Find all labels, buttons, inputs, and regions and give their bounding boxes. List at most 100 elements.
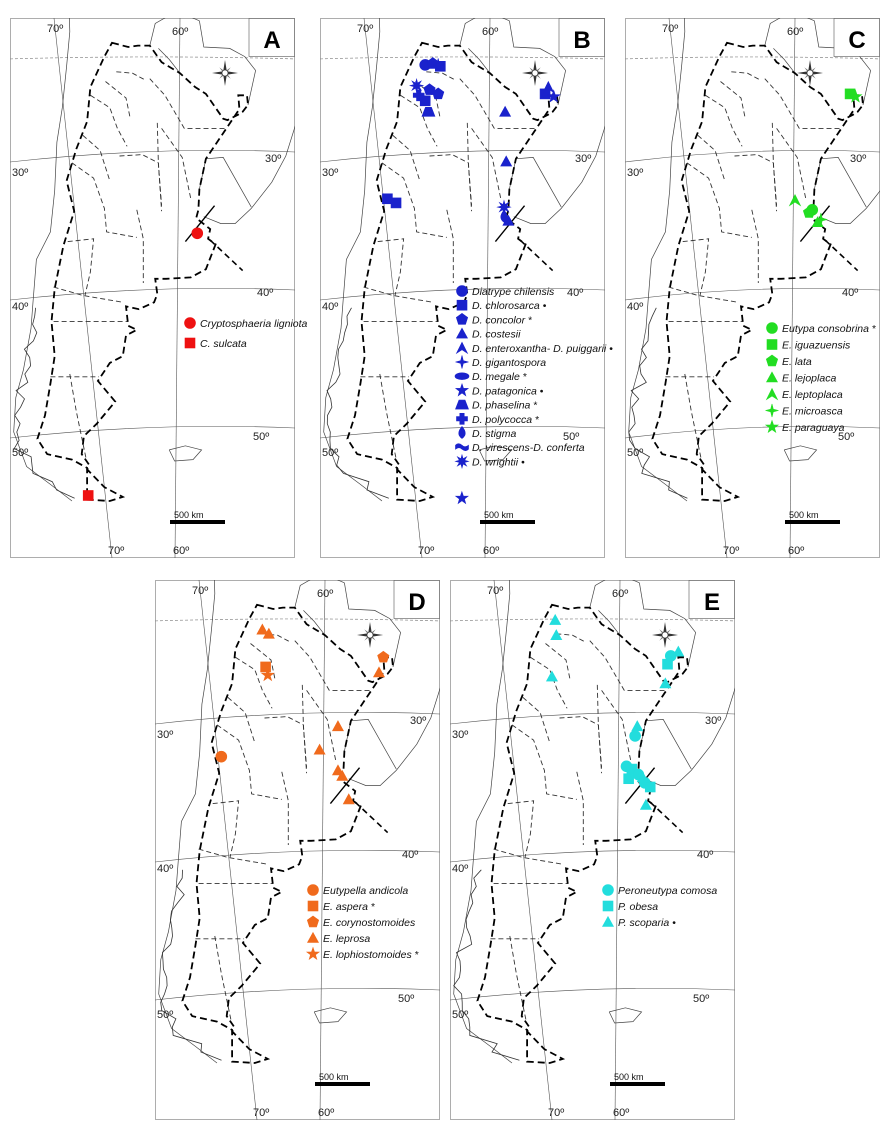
- legend-suffix: *: [371, 901, 375, 913]
- legend-label: Cryptosphaeria ligniota: [200, 318, 308, 330]
- legend-symbol: [766, 355, 777, 366]
- lon-label-60-bottom: 60º: [613, 1107, 629, 1119]
- lon-label-60-top: 60º: [482, 26, 498, 38]
- tropic-line: [155, 619, 440, 621]
- occurrence-marker: [456, 492, 468, 504]
- lat-label-40-left: 40º: [627, 301, 643, 313]
- lon-label-70-top: 70º: [47, 23, 63, 35]
- occurrence-marker: [660, 678, 671, 688]
- neighbor-outline: [199, 157, 251, 207]
- lat-label-30-right: 30º: [705, 715, 721, 727]
- province-border: [265, 717, 307, 774]
- legend-label: E. leprosa: [323, 933, 370, 945]
- legend-label: D. enteroxantha- D. puiggarii •: [472, 343, 613, 355]
- occurrence-marker: [501, 156, 512, 166]
- lat-label-40-right: 40º: [257, 287, 273, 299]
- lon-label-70-bottom: 70º: [418, 545, 434, 557]
- lon-label-70-bottom: 70º: [108, 545, 124, 557]
- panel-label: C: [848, 27, 865, 54]
- legend-symbol: [459, 427, 466, 439]
- legend-symbol: [456, 384, 468, 396]
- lon-label-60-bottom: 60º: [483, 545, 499, 557]
- province-border: [698, 135, 725, 181]
- province-border: [215, 936, 231, 1020]
- lat-label-50-left: 50º: [157, 1009, 173, 1021]
- legend-symbol: [457, 286, 468, 297]
- lat-label-30-left: 30º: [322, 167, 338, 179]
- lon-label-70-top: 70º: [487, 585, 503, 597]
- legend-label: D. concolor *: [472, 314, 532, 326]
- fjord-coast: [14, 308, 74, 498]
- legend-label: Eutypella andicola: [323, 885, 408, 897]
- legend-symbol: [457, 342, 468, 353]
- occurrence-marker: [420, 96, 430, 106]
- lat-label-30-right: 30º: [265, 153, 281, 165]
- lon-label-60-bottom: 60º: [173, 545, 189, 557]
- lon-label-70-top: 70º: [192, 585, 208, 597]
- tropic-line: [625, 57, 880, 59]
- legend-label: D. chlorosarca •: [472, 300, 547, 312]
- island-outline: [784, 446, 816, 461]
- province-border: [687, 163, 752, 238]
- compass-rose-icon: [522, 60, 548, 86]
- legend-symbol: [767, 389, 778, 400]
- legend-suffix: *: [535, 414, 539, 426]
- legend-symbol: [767, 372, 778, 382]
- legend-label: Diatrype chilensis: [472, 286, 555, 298]
- parallel-40: [450, 850, 735, 862]
- legend-symbol: [457, 413, 468, 424]
- parallel-40: [155, 850, 440, 862]
- occurrence-marker: [391, 198, 401, 208]
- legend-suffix: •: [609, 343, 613, 355]
- legend-label: P. scoparia •: [618, 917, 676, 929]
- map-panel-d: D 70º 60º 70º 60º 30º 30º 40º 40º 50º 50º 500 km Eut…: [155, 580, 440, 1120]
- occurrence-marker: [410, 79, 423, 92]
- province-border: [705, 95, 742, 146]
- occurrence-marker: [790, 195, 801, 206]
- panel-frame: [156, 581, 440, 1120]
- legend: Peroneutypa comosaP. obesaP. scoparia •: [603, 885, 718, 930]
- province-border: [577, 772, 584, 845]
- tropic-line: [10, 57, 295, 59]
- province-border: [157, 123, 161, 206]
- panel-label: D: [408, 589, 425, 616]
- lon-label-60-top: 60º: [787, 26, 803, 38]
- meridian-60: [790, 18, 795, 558]
- meridian-60: [615, 580, 620, 1120]
- province-border: [597, 685, 601, 768]
- legend: Eutypella andicolaE. aspera *E. corynosto…: [307, 885, 419, 962]
- lat-label-30-left: 30º: [627, 167, 643, 179]
- lat-label-50-left: 50º: [12, 447, 28, 459]
- legend-label: E. iguazuensis: [782, 340, 851, 352]
- panel-label: A: [263, 27, 280, 54]
- lat-label-30-left: 30º: [157, 729, 173, 741]
- panel-frame: [11, 19, 295, 558]
- legend-suffix: •: [540, 385, 544, 397]
- province-border: [380, 374, 396, 458]
- lat-label-50-right: 50º: [563, 431, 579, 443]
- province-border: [70, 374, 86, 458]
- occurrence-points: [216, 624, 389, 804]
- scale-bar-label: 500 km: [174, 510, 204, 520]
- province-border: [472, 128, 501, 198]
- lat-label-40-left: 40º: [452, 863, 468, 875]
- occurrence-marker: [624, 774, 634, 784]
- legend-symbol: [457, 300, 467, 310]
- scale-bar-label: 500 km: [484, 510, 514, 520]
- lat-label-50-right: 50º: [253, 431, 269, 443]
- province-border: [228, 697, 255, 743]
- lat-label-40-left: 40º: [157, 863, 173, 875]
- lat-label-30-right: 30º: [575, 153, 591, 165]
- legend-label: D. phaselina *: [472, 400, 537, 412]
- legend-suffix: *: [872, 323, 876, 335]
- island-outline: [609, 1008, 641, 1023]
- province-border: [590, 641, 666, 691]
- tropic-line: [450, 619, 735, 621]
- meridian-70: [669, 18, 727, 558]
- legend-symbol: [185, 338, 195, 348]
- neighbor-outline: [639, 719, 691, 769]
- province-border: [400, 95, 437, 146]
- map-panel-c: C 70º 60º 70º 60º 30º 30º 40º 40º 50º 50º 500 km Eut…: [625, 18, 880, 558]
- legend-label: E. microasca: [782, 406, 843, 418]
- legend-symbol: [185, 318, 196, 329]
